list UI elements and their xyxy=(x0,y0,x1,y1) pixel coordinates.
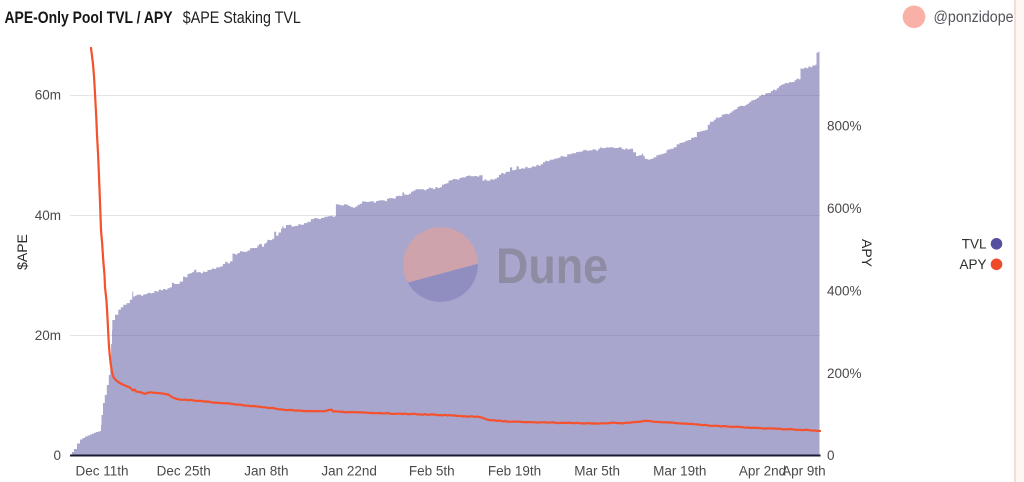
svg-text:60m: 60m xyxy=(35,88,61,103)
svg-text:Mar 5th: Mar 5th xyxy=(574,463,620,478)
svg-text:0: 0 xyxy=(53,448,61,463)
svg-text:Dec 11th: Dec 11th xyxy=(75,463,128,478)
svg-text:0: 0 xyxy=(827,448,835,463)
svg-text:20m: 20m xyxy=(35,328,61,343)
svg-text:Apr 9th: Apr 9th xyxy=(782,463,826,478)
svg-text:Jan 22nd: Jan 22nd xyxy=(321,463,377,478)
svg-text:600%: 600% xyxy=(827,201,862,216)
svg-text:Apr 2nd: Apr 2nd xyxy=(739,463,786,478)
svg-text:400%: 400% xyxy=(827,283,862,298)
svg-text:TVL: TVL xyxy=(962,237,987,252)
svg-text:$APE Staking TVL: $APE Staking TVL xyxy=(183,9,301,27)
svg-text:Dec 25th: Dec 25th xyxy=(157,463,211,478)
svg-text:Mar 19th: Mar 19th xyxy=(653,463,706,478)
svg-text:APY: APY xyxy=(859,239,875,268)
svg-text:APY: APY xyxy=(959,257,986,272)
svg-text:APE-Only Pool TVL / APY: APE-Only Pool TVL / APY xyxy=(5,9,173,27)
svg-text:Dune: Dune xyxy=(496,238,608,294)
svg-text:Feb 5th: Feb 5th xyxy=(409,463,455,478)
svg-text:200%: 200% xyxy=(827,366,862,381)
svg-text:800%: 800% xyxy=(827,118,862,133)
svg-text:@ponzidope: @ponzidope xyxy=(934,9,1014,26)
svg-text:Feb 19th: Feb 19th xyxy=(488,463,541,478)
svg-text:40m: 40m xyxy=(35,208,61,223)
svg-text:$APE: $APE xyxy=(14,234,30,270)
svg-text:Jan 8th: Jan 8th xyxy=(244,463,288,478)
